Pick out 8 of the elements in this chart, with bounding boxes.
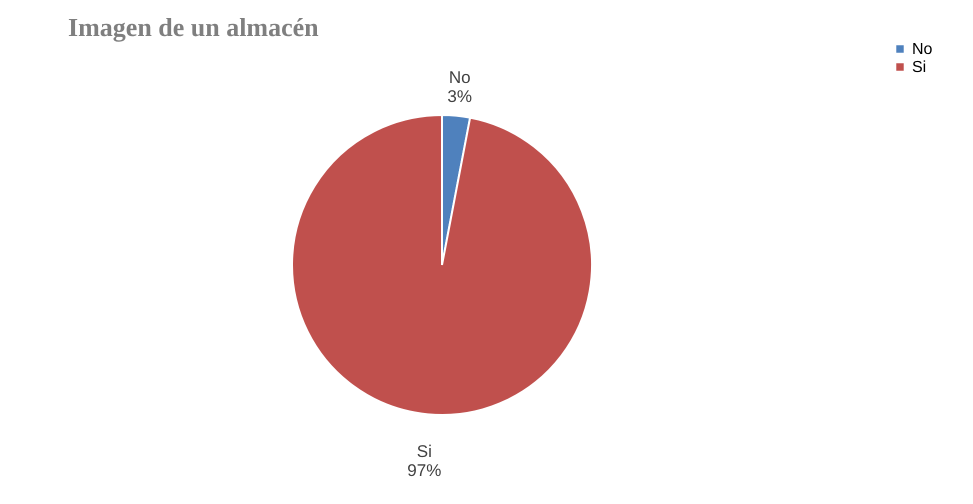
legend-label: No — [912, 41, 933, 58]
slice-label: No — [448, 68, 471, 87]
pie-slice — [291, 114, 593, 416]
slice-label: Si — [416, 442, 432, 462]
legend-label: Si — [912, 59, 926, 76]
chart-title: Imagen de un almacén — [68, 13, 320, 42]
data-label: 97% — [407, 461, 442, 480]
data-label: 3% — [447, 86, 472, 106]
